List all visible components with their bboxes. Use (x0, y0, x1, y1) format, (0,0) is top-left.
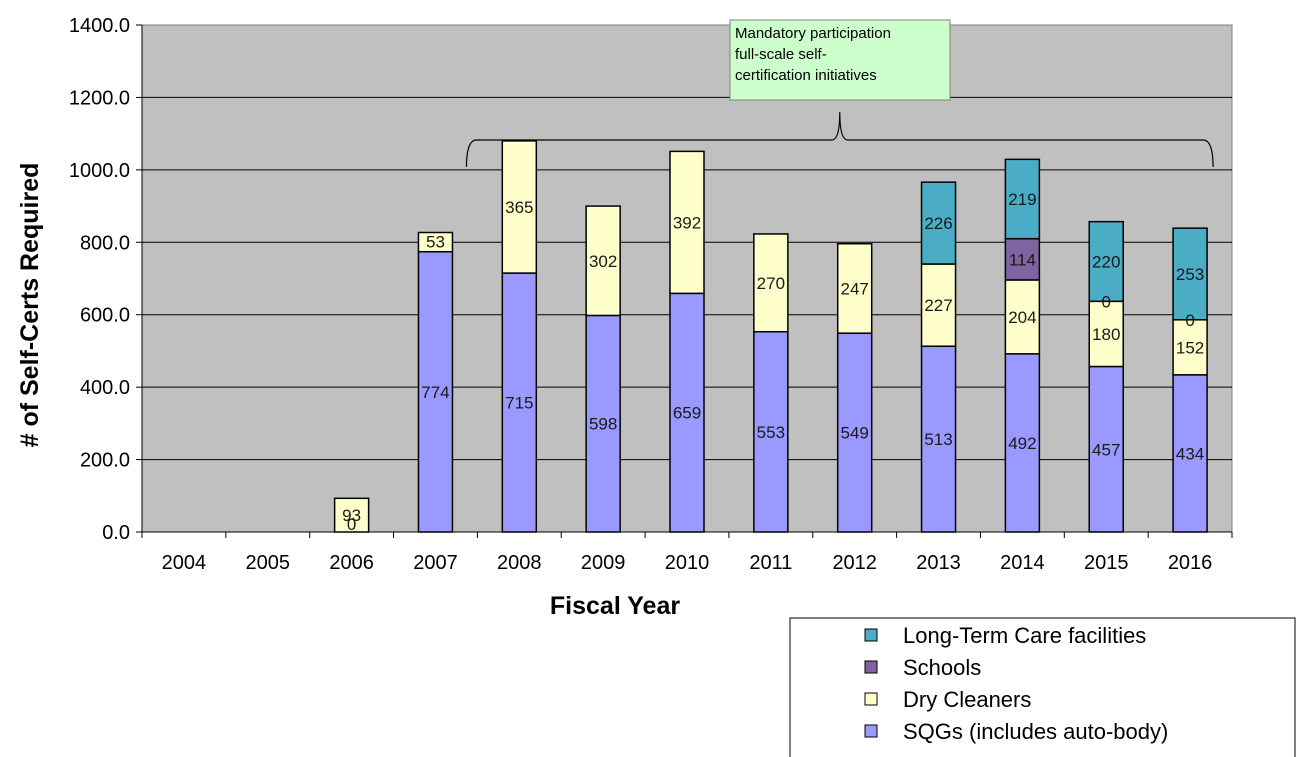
bar-segment (1088, 220, 1124, 303)
data-label: 0 (347, 515, 356, 534)
data-label: 434 (1176, 444, 1204, 463)
data-label: 774 (421, 383, 449, 402)
bar-segment (1004, 279, 1041, 355)
y-tick-label: 1000.0 (69, 160, 130, 182)
legend-label: Schools (903, 655, 981, 680)
bar-segment (1088, 300, 1124, 368)
axes: 0.0 200.0 400.0 600.0 800.0 1000.0 1200.0 1400.… (69, 15, 1233, 574)
y-tick-label: 200.0 (80, 450, 130, 472)
bar-segment (417, 231, 454, 253)
bar-segment (1172, 374, 1208, 533)
bar-segment (1172, 227, 1208, 321)
data-label: 93 (342, 506, 361, 525)
annotation-line-2: full-scale self- (735, 46, 827, 63)
data-label: 204 (1008, 308, 1036, 327)
x-tick-label: 2013 (916, 552, 961, 574)
x-tick-label: 2008 (497, 552, 542, 574)
x-tick-label: 2007 (413, 552, 458, 574)
bar-segment (1004, 158, 1041, 240)
data-label: 114 (1009, 250, 1036, 269)
data-label: 270 (757, 274, 785, 293)
x-tick-label: 2010 (665, 552, 710, 574)
data-label: 549 (841, 424, 869, 443)
legend-label: Long-Term Care facilities (903, 623, 1146, 648)
legend-swatch (864, 628, 878, 642)
data-label: 553 (757, 423, 785, 442)
annotation: Mandatory participation full-scale self-… (465, 19, 1214, 168)
bar-segment (669, 292, 705, 533)
data-label: 598 (589, 415, 617, 434)
data-label: 513 (924, 430, 952, 449)
y-tick-label: 800.0 (80, 232, 130, 254)
bar-segment (417, 250, 454, 533)
data-label: 302 (589, 252, 617, 271)
x-axis-title: Fiscal Year (550, 592, 680, 620)
data-label: 220 (1092, 252, 1120, 271)
bar-segment (753, 233, 789, 333)
annotation-line-3: certification initiatives (735, 67, 877, 84)
legend-swatch (864, 692, 878, 706)
bar-segment (920, 345, 957, 533)
bar-segment (333, 497, 370, 533)
data-label: 53 (426, 233, 445, 252)
y-tick-label: 0.0 (102, 522, 130, 544)
annotation-box (729, 19, 951, 101)
data-label: 659 (673, 404, 701, 423)
legend-label: Dry Cleaners (903, 687, 1031, 712)
legend-swatch (864, 660, 878, 674)
x-tick-label: 2015 (1084, 552, 1129, 574)
bar-segment (669, 150, 705, 295)
y-tick-label: 400.0 (80, 377, 130, 399)
data-label: 715 (505, 394, 533, 413)
data-label: 247 (841, 279, 869, 298)
data-label: 457 (1092, 440, 1120, 459)
data-label: 365 (505, 198, 533, 217)
x-tick-label: 2012 (832, 552, 877, 574)
data-labels: 0937745371536559830265939255327054924751… (342, 190, 1204, 534)
data-label: 226 (924, 214, 952, 233)
bar-segment (1004, 353, 1041, 533)
y-tick-label: 600.0 (80, 305, 130, 327)
bars (333, 140, 1208, 533)
y-tick-label: 1400.0 (69, 15, 130, 37)
data-label: 227 (924, 296, 952, 315)
data-label: 152 (1176, 338, 1204, 357)
x-tick-label: 2016 (1168, 552, 1213, 574)
data-label: 253 (1176, 265, 1204, 284)
legend: Long-Term Care facilities Schools Dry Clea… (789, 617, 1296, 757)
bar-segment (920, 263, 957, 347)
annotation-line-1: Mandatory participation (735, 25, 891, 42)
data-label: 0 (1185, 311, 1194, 330)
x-tick-label: 2009 (581, 552, 626, 574)
data-label: 219 (1008, 190, 1036, 209)
x-tick-label: 2014 (1000, 552, 1045, 574)
x-tick-label: 2006 (329, 552, 374, 574)
data-label: 392 (673, 213, 701, 232)
y-axis-title: # of Self-Certs Required (16, 163, 44, 448)
data-label: 0 (1101, 292, 1110, 311)
bar-segment (1088, 365, 1124, 533)
legend-swatch (864, 724, 878, 738)
bar-segment (836, 242, 873, 334)
x-tick-label: 2005 (246, 552, 291, 574)
data-label: 180 (1092, 325, 1120, 344)
bar-segment (1172, 319, 1208, 376)
bar-segment (585, 205, 621, 317)
annotation-brace (465, 111, 1214, 168)
legend-label: SQGs (includes auto-body) (903, 719, 1168, 744)
x-tick-label: 2004 (162, 552, 207, 574)
data-label: 492 (1008, 434, 1036, 453)
x-tick-label: 2011 (749, 552, 792, 574)
y-tick-label: 1200.0 (69, 87, 130, 109)
bar-segment (501, 140, 538, 274)
bar-segment (836, 332, 873, 533)
bar-segment (920, 181, 957, 265)
